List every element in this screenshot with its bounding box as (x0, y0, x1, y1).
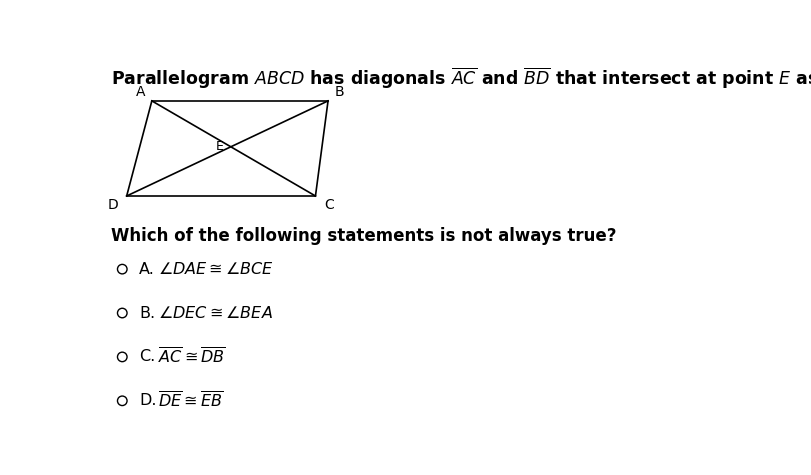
Text: B.: B. (139, 305, 155, 321)
Text: B: B (334, 85, 344, 99)
Text: D.: D. (139, 393, 157, 408)
Text: Parallelogram $\mathit{ABCD}$ has diagonals $\overline{AC}$ and $\overline{BD}$ : Parallelogram $\mathit{ABCD}$ has diagon… (111, 66, 811, 92)
Text: D: D (108, 198, 118, 212)
Text: Which of the following statements is not always true?: Which of the following statements is not… (111, 227, 616, 245)
Text: $\overline{AC} \cong \overline{DB}$: $\overline{AC} \cong \overline{DB}$ (158, 347, 225, 367)
Text: A: A (135, 85, 145, 99)
Text: E: E (215, 140, 223, 153)
Text: C.: C. (139, 350, 156, 364)
Text: $\overline{DE} \cong \overline{EB}$: $\overline{DE} \cong \overline{EB}$ (158, 391, 223, 411)
Text: $\angle DAE \cong \angle BCE$: $\angle DAE \cong \angle BCE$ (158, 261, 274, 277)
Text: A.: A. (139, 262, 155, 276)
Text: $\angle DEC \cong \angle BEA$: $\angle DEC \cong \angle BEA$ (158, 305, 272, 321)
Text: C: C (324, 198, 333, 212)
